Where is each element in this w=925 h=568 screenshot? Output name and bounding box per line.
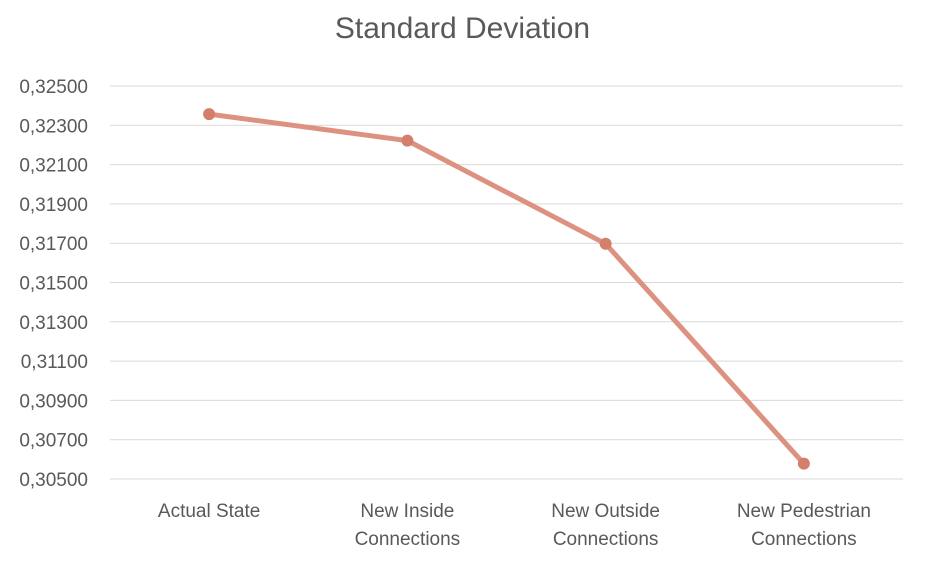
y-tick-label: 0,32100 [19, 156, 88, 177]
y-tick-label: 0,31500 [19, 274, 88, 295]
x-tick-label-line: Connections [751, 529, 857, 550]
y-tick-label: 0,30900 [19, 391, 88, 412]
x-tick-label: New Inside Connections [355, 501, 461, 550]
x-tick-label-line: New Inside [360, 501, 454, 522]
y-tick-label: 0,31300 [19, 313, 88, 334]
series-line [203, 108, 810, 470]
x-tick-label-line: Actual State [158, 501, 260, 522]
x-tick-label-line: New Pedestrian [737, 501, 871, 522]
x-tick-label: Actual State [158, 501, 260, 522]
data-point [203, 108, 216, 121]
y-axis-ticks: 0,30500 0,30700 0,30900 0,31100 0,31300 0,315… [19, 77, 88, 491]
x-tick-label-line: Connections [355, 529, 461, 550]
y-tick-label: 0,32500 [19, 77, 88, 98]
x-tick-label-line: New Outside [551, 501, 660, 522]
x-tick-label-line: Connections [553, 529, 659, 550]
gridlines [110, 85, 903, 480]
series-polyline [206, 111, 807, 467]
y-tick-label: 0,31700 [19, 234, 88, 255]
data-point [599, 237, 612, 250]
data-point [797, 457, 810, 470]
y-tick-label: 0,31900 [19, 195, 88, 216]
data-point [401, 134, 414, 147]
y-tick-label: 0,32300 [19, 116, 88, 137]
y-tick-label: 0,30500 [19, 470, 88, 491]
y-tick-label: 0,30700 [19, 431, 88, 452]
x-tick-label: New Pedestrian Connections [737, 501, 871, 550]
chart-title: Standard Deviation [334, 12, 591, 45]
x-tick-label: New Outside Connections [551, 501, 660, 550]
y-tick-label: 0,31100 [21, 352, 88, 373]
